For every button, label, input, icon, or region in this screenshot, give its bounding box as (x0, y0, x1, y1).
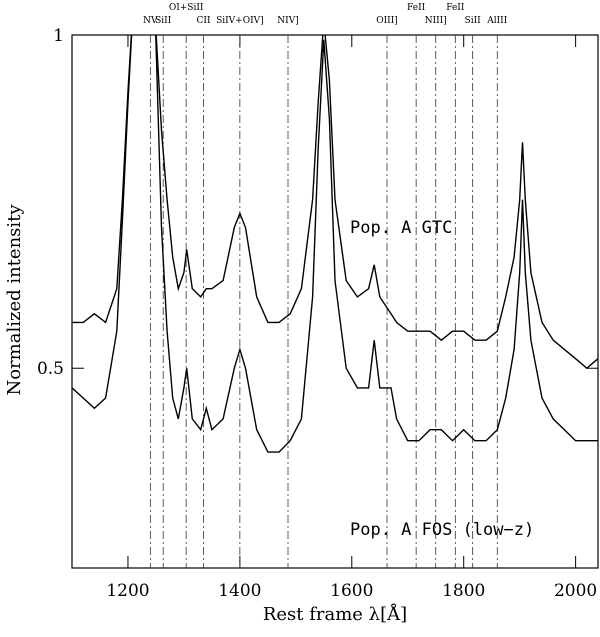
line-label: AlIII (486, 16, 507, 26)
x-axis-label: Rest frame λ[Å] (263, 603, 407, 625)
spectrum-line (72, 35, 598, 453)
line-label: FeII (446, 3, 465, 13)
y-tick-label: 0.5 (37, 359, 64, 379)
line-label: CII (197, 16, 211, 26)
series-label: Pop. A GTC (350, 218, 452, 238)
line-label: NIV] (277, 16, 298, 26)
x-tick-label: 2000 (554, 581, 597, 601)
line-label: FeII (407, 3, 426, 13)
x-tick-label: 1200 (106, 581, 149, 601)
plot-area (72, 35, 598, 453)
x-tick-label: 1400 (218, 581, 261, 601)
spectrum-line (72, 35, 598, 370)
x-tick-label: 1600 (330, 581, 373, 601)
line-label: NIII] (425, 16, 447, 26)
y-tick-label: 1 (53, 26, 64, 46)
line-label: SiII (465, 16, 482, 26)
line-label: SiII (155, 16, 172, 26)
line-label: OI+SiII (169, 3, 204, 13)
y-axis-label: Normalized intensity (4, 204, 25, 396)
line-label: NV (143, 16, 158, 26)
plot-frame (71, 34, 599, 569)
x-tick-label: 1800 (442, 581, 485, 601)
line-label: SiIV+OIV] (216, 16, 264, 26)
series-label: Pop. A FOS (low−z) (350, 520, 534, 540)
line-label: OIII] (376, 16, 398, 26)
